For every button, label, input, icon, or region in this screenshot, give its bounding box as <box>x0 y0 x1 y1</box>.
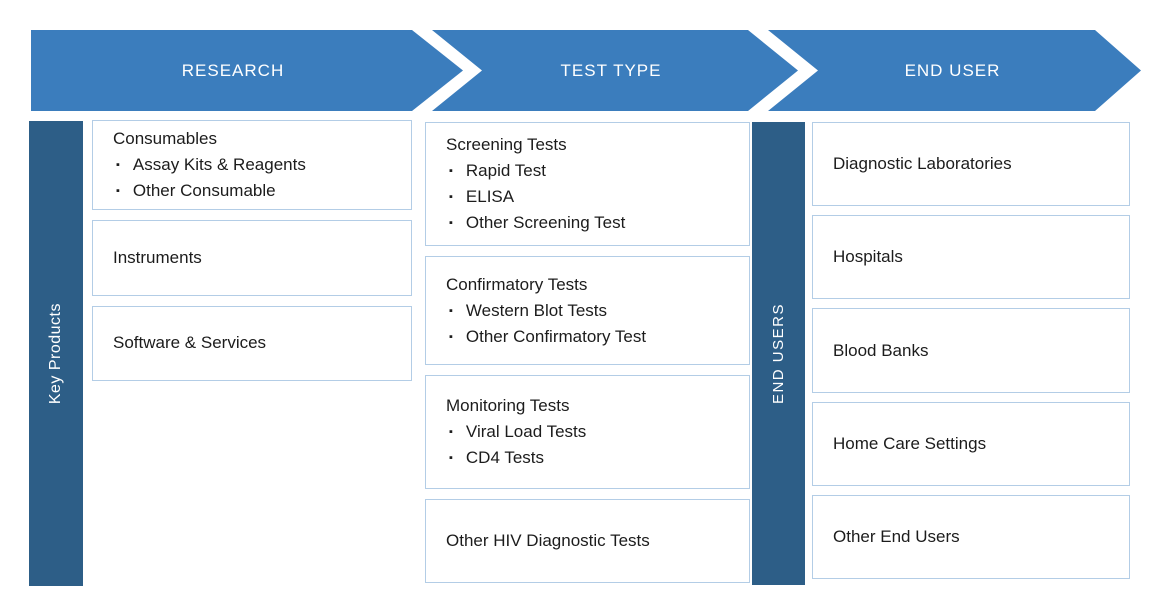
bullet-item-rapid-test: ▪ Rapid Test <box>446 158 546 184</box>
box-title: Screening Tests <box>446 135 567 154</box>
box-hospitals: Hospitals <box>812 215 1130 300</box>
box-blood-banks: Blood Banks <box>812 308 1130 393</box>
banner-label-end-user: END USER <box>904 60 1001 80</box>
bullet-item-other-screening-test: ▪ Other Screening Test <box>446 210 625 236</box>
bullet-text: Other Consumable <box>132 181 276 200</box>
banner-label-research: RESEARCH <box>181 60 285 80</box>
box-title: Confirmatory Tests <box>446 274 588 294</box>
square-bullet-icon: ▪ <box>449 452 453 464</box>
box-home-care-settings: Home Care Settings <box>812 401 1130 486</box>
square-bullet-icon: ▪ <box>449 191 453 203</box>
banner-label-test-type: TEST TYPE <box>560 60 662 80</box>
box-title: Diagnostic Laboratories <box>833 154 1012 174</box>
research-column: Consumables ▪ Assay Kits & Reagents ▪ Other … <box>92 120 412 381</box>
bullet-item-viral-load-tests: ▪ Viral Load Tests <box>446 419 586 445</box>
box-title: Blood Banks <box>833 340 929 360</box>
box-screening-tests: Screening Tests ▪ Rapid Test ▪ ELISA ▪ Other S… <box>425 122 750 246</box>
box-title: Software & Services <box>113 333 267 353</box>
bullet-text: Assay Kits & Reagents <box>132 155 306 174</box>
box-diagnostic-laboratories: Diagnostic Laboratories <box>812 122 1130 207</box>
bullet-text: Rapid Test <box>465 161 546 180</box>
bullet-text: Other Confirmatory Test <box>465 326 647 346</box>
bullet-text: Other Screening Test <box>465 213 626 232</box>
box-title: Home Care Settings <box>833 433 987 453</box>
bullet-item-other-confirmatory-test: ▪ Other Confirmatory Test <box>446 324 646 350</box>
bullet-text: ELISA <box>465 187 515 206</box>
square-bullet-icon: ▪ <box>116 185 120 197</box>
box-confirmatory-tests: Confirmatory Tests ▪ Western Blot Tests ▪ Ot… <box>425 256 750 365</box>
box-title: Monitoring Tests <box>446 396 570 415</box>
end-users-label: END USERS <box>770 302 787 405</box>
square-bullet-icon: ▪ <box>449 217 453 229</box>
end-users-rail: END USERS <box>752 122 805 585</box>
square-bullet-icon: ▪ <box>116 159 120 171</box>
bullet-item-cd4-tests: ▪ CD4 Tests <box>446 445 544 471</box>
square-bullet-icon: ▪ <box>449 426 453 438</box>
box-monitoring-tests: Monitoring Tests ▪ Viral Load Tests ▪ CD4 Te… <box>425 375 750 489</box>
square-bullet-icon: ▪ <box>449 330 453 343</box>
end-user-column: Diagnostic Laboratories Hospitals Blood Ba… <box>812 122 1130 580</box>
box-software-services: Software & Services <box>92 305 412 381</box>
bullet-item-elisa: ▪ ELISA <box>446 184 514 210</box>
bullet-text: CD4 Tests <box>465 448 545 467</box>
bullet-item-other-consumable: ▪ Other Consumable <box>113 178 276 204</box>
box-title: Instruments <box>113 247 202 267</box>
box-title: Consumables <box>113 129 217 148</box>
bullet-item-western-blot-tests: ▪ Western Blot Tests <box>446 298 607 324</box>
key-products-rail: Key Products <box>29 121 83 586</box>
banner-segment-end-user: END USER <box>768 30 1141 111</box>
square-bullet-icon: ▪ <box>449 304 453 317</box>
box-title: Other HIV Diagnostic Tests <box>446 531 650 550</box>
test-type-column: Screening Tests ▪ Rapid Test ▪ ELISA ▪ Other S… <box>425 122 750 583</box>
box-title: Hospitals <box>833 247 903 267</box>
square-bullet-icon: ▪ <box>449 165 453 177</box>
bullet-text: Western Blot Tests <box>465 300 608 320</box>
box-other-end-users: Other End Users <box>812 494 1130 580</box>
box-title: Other End Users <box>833 526 960 546</box>
box-consumables: Consumables ▪ Assay Kits & Reagents ▪ Other … <box>92 120 412 210</box>
bullet-item-assay-kits-reagents: ▪ Assay Kits & Reagents <box>113 152 306 178</box>
bullet-text: Viral Load Tests <box>465 422 587 441</box>
key-products-label: Key Products <box>47 302 64 405</box>
banner-segment-research: RESEARCH <box>31 30 463 111</box>
box-instruments: Instruments <box>92 220 412 296</box>
banner-segment-test-type: TEST TYPE <box>432 30 798 111</box>
box-other-hiv-diagnostic-tests: Other HIV Diagnostic Tests <box>425 499 750 583</box>
